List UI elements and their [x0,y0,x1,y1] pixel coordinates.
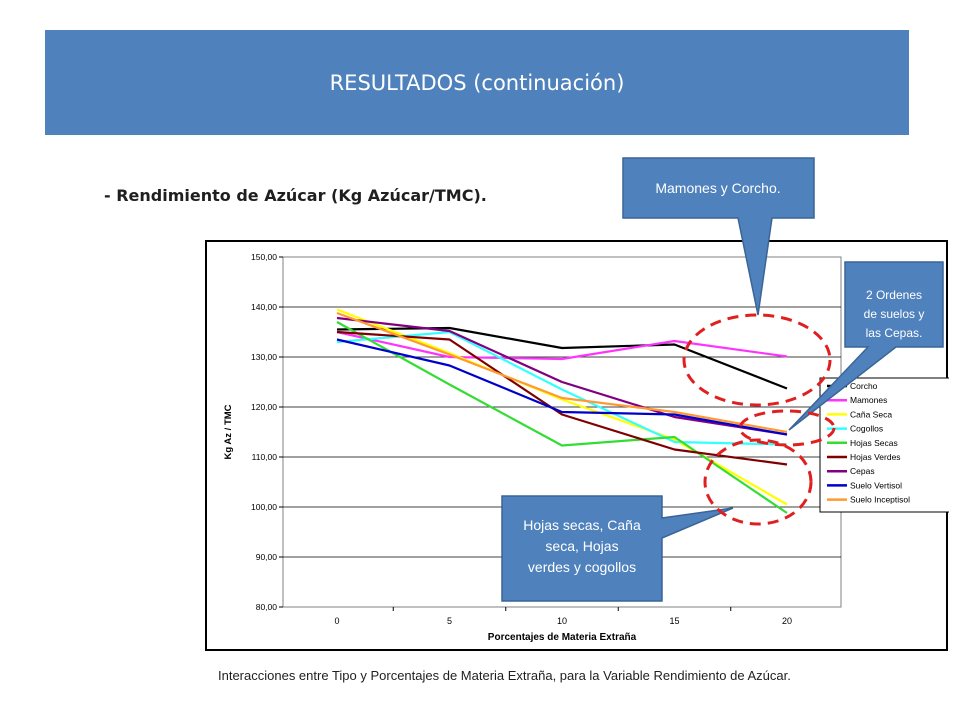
legend-label: Caña Seca [850,409,892,419]
series-line-7 [336,338,788,436]
legend: Corcho Mamones Caña Seca Cogollos Hojas Seca… [819,377,959,513]
legend-label: Suelo Inceptisol [850,495,910,505]
y-tick-label: 80,00 [256,602,278,612]
y-tick-label: 130,00 [251,352,277,362]
y-tick-label: 90,00 [256,552,278,562]
chart-frame: 80,00 90,00 100,00 110,00 120,00 130,00 140,00… [205,240,959,652]
legend-label: Suelo Vertisol [850,480,902,490]
x-tick-label: 15 [669,616,679,626]
title-banner: RESULTADOS (continuación) [45,30,909,135]
y-tick-label: 110,00 [252,452,278,462]
y-tick-label: 150,00 [251,252,277,262]
legend-label: Corcho [850,381,878,391]
x-axis-label: Porcentajes de Materia Extraña [488,632,637,643]
figure-caption: Interacciones entre Tipo y Porcentajes d… [218,668,791,683]
legend-label: Hojas Secas [850,438,898,448]
page-title: RESULTADOS (continuación) [329,70,625,95]
y-tick-label: 120,00 [251,402,277,412]
series-line-8 [336,311,788,434]
x-tick-label: 10 [557,616,567,626]
x-tick-label: 5 [447,616,452,626]
y-tick-label: 100,00 [251,502,277,512]
x-tick-label: 20 [782,616,792,626]
section-subtitle: - Rendimiento de Azúcar (Kg Azúcar/TMC). [104,186,487,205]
series-line-6 [336,316,788,436]
callout-mamones-text: Mamones y Corcho. [655,180,780,196]
legend-label: Mamones [850,395,887,405]
x-axis-ticks: 0 5 10 15 20 [334,607,792,626]
plot-area [282,256,842,608]
y-tick-label: 140,00 [251,302,277,312]
line-chart: 80,00 90,00 100,00 110,00 120,00 130,00 140,00… [205,240,959,651]
legend-label: Cogollos [850,424,883,434]
legend-label: Hojas Verdes [850,452,901,462]
y-axis-label: Kg Az / TMC [223,404,234,459]
y-axis-ticks: 80,00 90,00 100,00 110,00 120,00 130,00 140,00… [251,252,283,612]
legend-label: Cepas [850,466,875,476]
x-tick-label: 0 [334,616,339,626]
